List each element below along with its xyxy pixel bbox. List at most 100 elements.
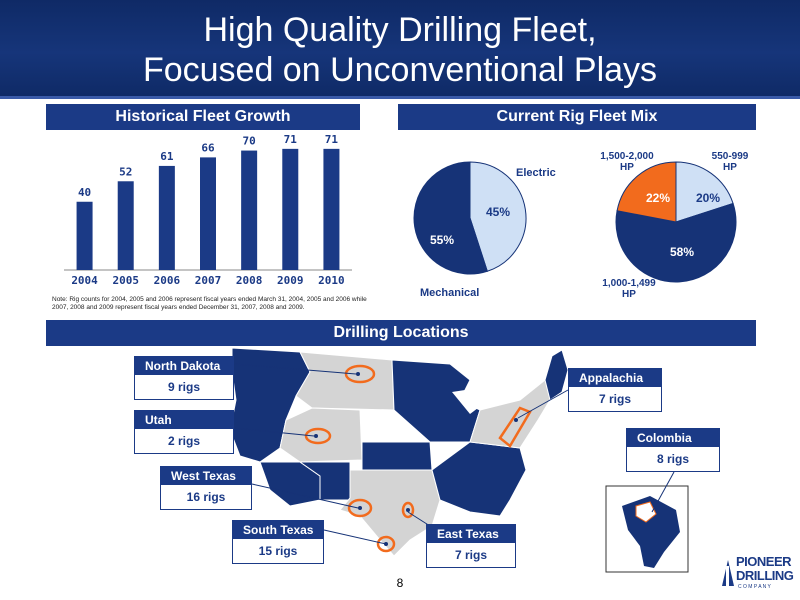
connector-appalachia — [517, 389, 569, 419]
bar-category-2005: 2005 — [112, 274, 139, 287]
callout-west-texas: West Texas 16 rigs — [160, 466, 252, 510]
pie-pct-550-999-hp: 20% — [696, 191, 720, 205]
slide-header: High Quality Drilling Fleet, Focused on … — [0, 0, 800, 96]
bar-2006 — [158, 165, 175, 270]
bar-2009 — [282, 148, 299, 270]
callout-colombia-rigs: 8 rigs — [656, 452, 689, 466]
play-west-texas — [347, 498, 373, 518]
bar-category-2006: 2006 — [154, 274, 181, 287]
callout-appalachia-rigs: 7 rigs — [598, 392, 631, 406]
callout-north-dakota: North Dakota 9 rigs — [134, 356, 234, 400]
label-550-hp-range: 550-999 — [711, 151, 749, 162]
dot-utah — [314, 434, 318, 438]
bar-value-2009: 71 — [284, 133, 298, 146]
bar-category-2010: 2010 — [318, 274, 345, 287]
callout-north-dakota-rigs: 9 rigs — [167, 380, 200, 394]
bar-category-2009: 2009 — [277, 274, 304, 287]
section-drilling-locations: Drilling Locations — [46, 320, 756, 346]
map-region-great-lakes — [452, 388, 486, 414]
connector-south-texas — [323, 529, 387, 545]
callout-appalachia: Appalachia 7 rigs — [568, 368, 662, 412]
bar-2007 — [200, 157, 216, 270]
pie-pct-1-000-1-499-hp: 58% — [670, 245, 694, 259]
callout-south-texas-name: South Texas — [233, 521, 323, 539]
connector-colombia — [651, 471, 675, 513]
dot-east-texas — [406, 508, 410, 512]
bar-value-2008: 70 — [243, 135, 256, 148]
play-north-dakota — [344, 364, 376, 384]
page-number: 8 — [396, 576, 404, 590]
bar-2005 — [117, 181, 134, 270]
play-east-texas — [401, 501, 415, 519]
footnote: Note: Rig counts for 2004, 2005 and 2006… — [52, 296, 367, 311]
bar-2004 — [76, 201, 93, 270]
connector-utah — [233, 427, 315, 437]
section-fleet-growth: Historical Fleet Growth — [46, 104, 360, 130]
dot-north-dakota — [356, 372, 360, 376]
callout-north-dakota-name: North Dakota — [135, 357, 233, 375]
label-550-hp-unit: HP — [723, 162, 737, 173]
map-region-southeast — [431, 441, 527, 517]
label-1000-hp-range: 1,000-1,499 — [602, 278, 656, 289]
pie-pct-electric: 45% — [486, 205, 510, 219]
pie-pct-mechanical: 55% — [430, 233, 454, 247]
rig-type-pie-chart: 45% 55% — [413, 161, 527, 275]
us-map — [229, 347, 689, 573]
bar-category-2008: 2008 — [236, 274, 263, 287]
callout-utah-rigs: 2 rigs — [167, 434, 200, 448]
header-rule — [0, 96, 800, 99]
connector-west-texas — [251, 483, 359, 509]
map-region-kansas — [361, 441, 433, 471]
label-1500-hp-unit: HP — [620, 162, 634, 173]
logo-line1: PIONEER — [736, 554, 792, 569]
bar-2010 — [323, 148, 340, 270]
bar-category-2007: 2007 — [195, 274, 222, 287]
fleet-growth-bar-chart: 40 2004 52 2005 61 2006 66 2007 70 2008 71 2009 71 20… — [64, 133, 352, 287]
callout-south-texas-rigs: 15 rigs — [258, 544, 298, 558]
label-mechanical: Mechanical — [420, 287, 480, 299]
pie-slice-550-999-hp — [675, 161, 734, 223]
colombia-shape — [635, 501, 657, 523]
play-appalachia — [498, 406, 532, 448]
bar-value-2007: 66 — [201, 141, 215, 154]
dot-appalachia — [514, 418, 518, 422]
label-1000-hp-unit: HP — [622, 289, 636, 300]
logo-mark — [722, 560, 734, 586]
label-electric: Electric — [516, 167, 556, 179]
slide-title-line1: High Quality Drilling Fleet, — [203, 11, 597, 49]
callout-east-texas-name: East Texas — [427, 525, 515, 543]
bar-category-2004: 2004 — [71, 274, 98, 287]
bar-value-2004: 40 — [78, 186, 91, 199]
map-region-texas — [339, 469, 441, 557]
map-region-north-plains — [295, 351, 395, 411]
callout-colombia-name: Colombia — [627, 429, 719, 447]
logo-line3: C O M P A N Y — [738, 584, 771, 590]
bar-value-2010: 71 — [325, 133, 339, 146]
logo-line2: DRILLING — [736, 568, 794, 583]
callout-west-texas-name: West Texas — [161, 467, 251, 485]
play-south-texas — [376, 535, 396, 553]
bar-value-2005: 52 — [119, 165, 132, 178]
label-1500-hp-range: 1,500-2,000 — [600, 151, 654, 162]
play-utah — [304, 427, 332, 445]
callout-colombia: Colombia 8 rigs — [626, 428, 720, 472]
pie-slice-1-000-1-499-hp — [615, 202, 737, 283]
label-1500-hp: 1,500-2,000 HP — [592, 151, 662, 173]
callout-east-texas-rigs: 7 rigs — [454, 548, 487, 562]
section-fleet-mix: Current Rig Fleet Mix — [398, 104, 756, 130]
pie-slice-1-500-2-000-hp — [616, 161, 677, 223]
bar-value-2006: 61 — [160, 150, 174, 163]
callout-appalachia-name: Appalachia — [569, 369, 661, 387]
bar-2008 — [241, 150, 258, 270]
pie-slice-electric — [469, 161, 527, 272]
callout-west-texas-rigs: 16 rigs — [186, 490, 226, 504]
map-region-new-mexico — [298, 461, 351, 501]
callout-south-texas: South Texas 15 rigs — [232, 520, 324, 564]
connector-north-dakota — [233, 363, 357, 375]
label-550-hp: 550-999 HP — [700, 151, 760, 173]
callout-utah: Utah 2 rigs — [134, 410, 234, 454]
pie-slice-mechanical — [413, 161, 488, 275]
map-region-mountain — [279, 407, 363, 463]
callout-east-texas: East Texas 7 rigs — [426, 524, 516, 568]
connector-east-texas — [407, 511, 431, 527]
